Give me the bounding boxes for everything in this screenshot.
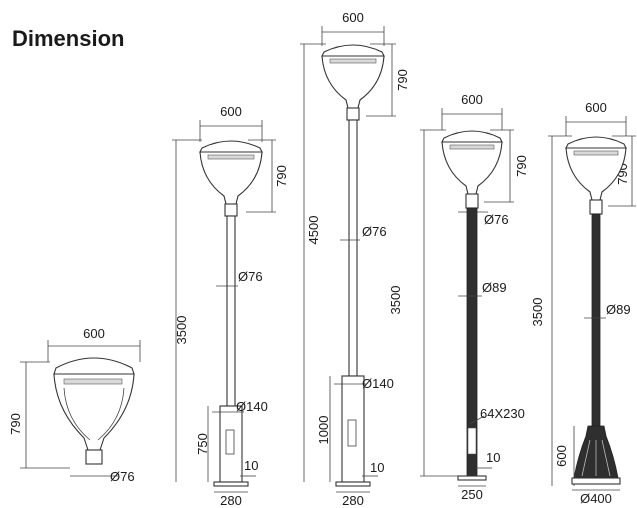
base-plate xyxy=(457,475,487,481)
lamp-band xyxy=(63,378,123,385)
fixture-pole-4500: 600 790 4500 Ø76 Ø140 1000 10 280 xyxy=(300,10,410,508)
pole-dia-label: Ø76 xyxy=(362,224,387,239)
width-label: 600 xyxy=(220,104,242,119)
pole xyxy=(591,213,601,427)
base-plate xyxy=(571,477,621,485)
width-label: 600 xyxy=(83,326,105,341)
head-height-label: 790 xyxy=(274,165,289,187)
lamp-head xyxy=(441,141,503,195)
height-label: 790 xyxy=(8,413,23,435)
top-dia-label: Ø76 xyxy=(484,212,509,227)
door-label: 10 xyxy=(370,460,384,475)
lamp-band xyxy=(449,144,495,150)
base-door xyxy=(225,429,235,455)
base-plate xyxy=(213,481,249,487)
base-width-label: 280 xyxy=(342,493,364,508)
width-label: 600 xyxy=(461,92,483,107)
pole-base xyxy=(219,405,243,483)
base-width-label: 280 xyxy=(220,493,242,508)
width-label: 600 xyxy=(342,10,364,25)
total-height-label: 3500 xyxy=(388,286,403,315)
base-flute xyxy=(581,439,591,477)
base-plate xyxy=(335,481,371,487)
plate-label: 64X230 xyxy=(480,406,525,421)
base-dia-label: Ø140 xyxy=(362,376,394,391)
lamp-band xyxy=(573,150,619,156)
lamp-neck xyxy=(465,193,479,209)
lamp-cap xyxy=(53,357,135,375)
door-label: 10 xyxy=(486,450,500,465)
total-height-label: 3500 xyxy=(530,298,545,327)
fixture-dark-pole: 600 790 3500 Ø76 Ø89 64X230 10 250 xyxy=(388,92,529,502)
fixture-pole-3500: 600 790 3500 Ø76 Ø140 750 10 280 xyxy=(172,104,289,508)
lamp-head xyxy=(565,147,627,201)
base-dia-label: Ø140 xyxy=(236,399,268,414)
lamp-head xyxy=(199,151,263,205)
base-height-label: 1000 xyxy=(316,416,331,445)
lamp-band xyxy=(329,58,377,64)
pole-dia-label: Ø76 xyxy=(238,269,263,284)
lamp-rib xyxy=(63,387,91,441)
pole-dia-label: Ø89 xyxy=(606,302,631,317)
width-label: 600 xyxy=(585,100,607,115)
base-height-label: 750 xyxy=(195,433,210,455)
lamp-cap xyxy=(321,44,385,57)
lamp-cap xyxy=(199,140,263,153)
total-height-label: 4500 xyxy=(306,216,321,245)
base-height-label: 600 xyxy=(554,445,569,467)
door-label: 10 xyxy=(244,458,258,473)
lamp-cap xyxy=(565,136,627,149)
pole xyxy=(348,119,358,377)
total-height-label: 3500 xyxy=(174,316,189,345)
lamp-cap xyxy=(441,130,503,143)
dia-label: Ø76 xyxy=(110,469,135,484)
page-title: Dimension xyxy=(12,26,125,51)
pole xyxy=(226,215,236,407)
lamp-neck xyxy=(346,107,360,121)
lamp-band xyxy=(207,154,255,160)
pole-dia-label: Ø89 xyxy=(482,280,507,295)
pole-base xyxy=(341,375,365,483)
access-plate xyxy=(467,427,477,455)
lamp-neck xyxy=(85,449,103,465)
base-dia-label: Ø400 xyxy=(580,491,612,506)
head-height-label: 790 xyxy=(395,69,410,91)
lamp-head xyxy=(321,55,385,109)
base-width-label: 250 xyxy=(461,487,483,502)
base-flute xyxy=(601,439,611,477)
fixture-decorative: 600 790 3500 Ø89 600 Ø400 xyxy=(530,100,636,506)
lamp-neck xyxy=(589,199,603,215)
base-door xyxy=(347,419,357,447)
lamp-neck xyxy=(224,203,238,217)
head-height-label: 790 xyxy=(514,155,529,177)
fixture-head-only: 600 790 Ø76 xyxy=(8,326,141,484)
lamp-head xyxy=(53,373,135,451)
plate-leader xyxy=(469,415,485,425)
lamp-rib xyxy=(97,387,125,441)
